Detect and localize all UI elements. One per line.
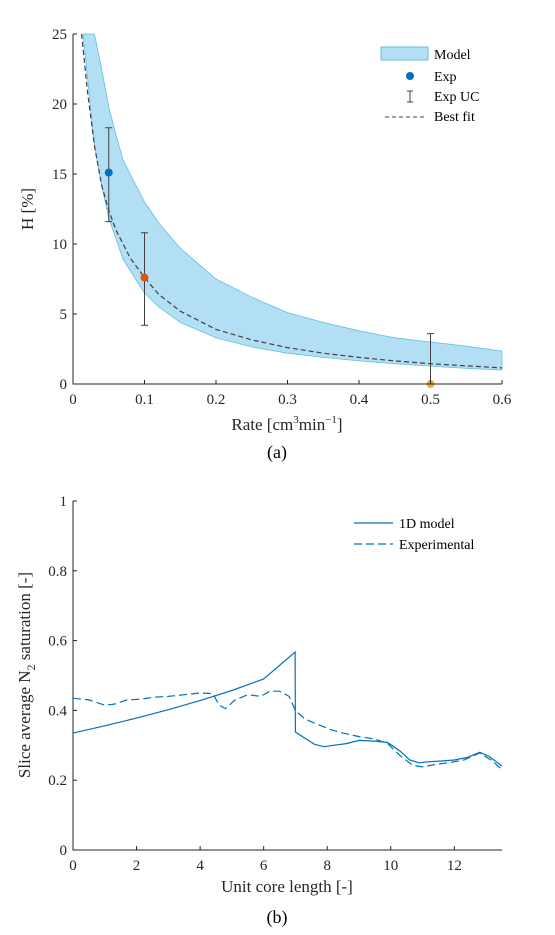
chart-a-caption: (a) [267,442,287,463]
x-tick-label: 8 [323,858,331,874]
x-tick-label: 10 [383,858,398,874]
chart-b-y-ticks: 0 0.2 0.4 0.6 0.8 1 [48,494,77,859]
legend-experimental-label: Experimental [399,538,475,553]
exp-point-1 [140,273,149,282]
x-tick-label: 0.2 [207,392,226,408]
y-tick-label: 0.2 [48,773,67,789]
model-band [82,33,503,371]
series-line-0 [72,650,503,767]
chart-b-y-label: Slice average N2 saturation [-] [15,572,38,778]
x-tick-label: 2 [133,858,141,874]
y-tick-label: 0 [60,377,68,393]
legend-exp-label: Exp [434,70,457,85]
legend-model-swatch [380,46,429,61]
chart-a: 0 0.1 0.2 0.3 0.4 0.5 0.6 0 5 10 15 20 25 Rate [cm3… [18,27,512,463]
exp-point-0 [104,168,113,177]
legend-expuc-label: Exp UC [434,90,480,105]
chart-a-y-ticks: 0 5 10 15 20 25 [52,27,77,393]
x-tick-label: 12 [447,858,462,874]
chart-b-x-ticks: 0 2 4 6 8 10 12 [69,846,462,874]
x-tick-label: 4 [196,858,204,874]
x-tick-label: 6 [260,858,268,874]
chart-b-axes [72,501,502,851]
y-tick-label: 20 [52,97,67,113]
legend-fit-label: Best fit [434,110,475,125]
model-band-area [82,33,503,371]
chart-a-legend: Model Exp Exp UC Best fit [380,46,480,125]
y-tick-label: 15 [52,167,67,183]
x-tick-label: 0 [69,858,77,874]
legend-model-label: Model [434,48,471,63]
chart-b-legend: 1D model Experimental [354,517,475,553]
x-tick-label: 0.4 [350,392,369,408]
y-tick-label: 5 [60,307,68,323]
y-tick-label: 0.4 [48,703,67,719]
chart-b-caption: (b) [267,907,288,928]
legend-1d-model-label: 1D model [399,517,455,532]
chart-a-x-ticks: 0 0.1 0.2 0.3 0.4 0.5 0.6 [69,380,512,408]
chart-b: 0 2 4 6 8 10 12 0 0.2 0.4 0.6 0.8 1 Unit core lengt… [15,494,503,928]
x-tick-label: 0 [69,392,77,408]
x-tick-label: 0.1 [135,392,154,408]
x-tick-label: 0.3 [278,392,297,408]
y-tick-label: 0.8 [48,564,67,580]
chart-a-y-label: H [%] [18,188,37,230]
chart-a-x-label: Rate [cm3min−1] [231,414,342,434]
legend-exp-marker [406,72,414,80]
y-tick-label: 0.6 [48,634,67,650]
x-tick-label: 0.6 [493,392,512,408]
y-tick-label: 0 [60,843,68,859]
legend-expuc-marker [407,90,413,103]
x-tick-label: 0.5 [421,392,440,408]
series-line-1 [72,690,503,771]
chart-b-series [72,650,503,771]
y-tick-label: 10 [52,237,67,253]
best-fit-path [81,33,503,369]
y-tick-label: 1 [60,494,68,510]
chart-b-x-label: Unit core length [-] [221,877,353,896]
y-tick-label: 25 [52,27,67,43]
best-fit-line [81,33,503,369]
